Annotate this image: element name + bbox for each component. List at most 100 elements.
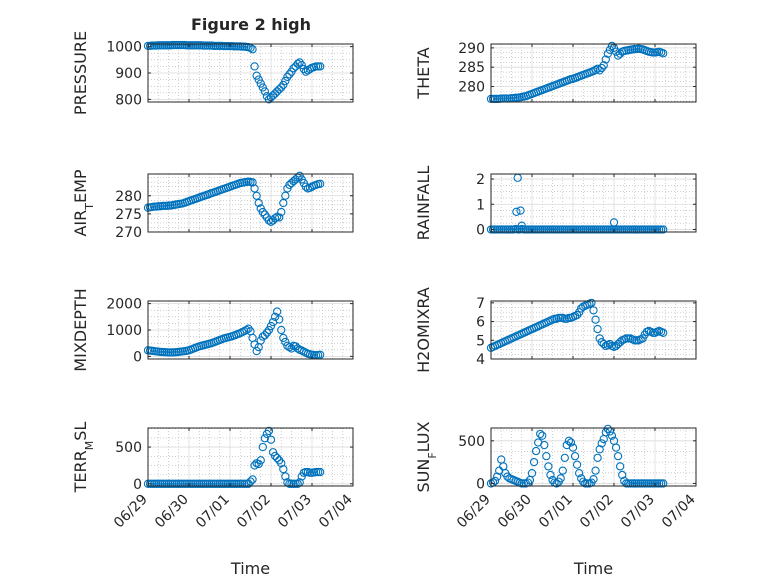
data-point [558, 466, 567, 475]
data-point [275, 213, 284, 222]
y-tick-label: 1000 [106, 323, 142, 339]
y-tick-label: 1000 [106, 40, 142, 56]
data-point [609, 218, 619, 227]
data-point [258, 83, 267, 92]
data-point [316, 467, 325, 477]
plot-area [148, 428, 353, 486]
data-point [591, 315, 600, 324]
data-point [279, 464, 288, 474]
data-point [293, 479, 302, 488]
data-point [529, 457, 539, 467]
data-point [285, 70, 294, 79]
axes-mixdepth: 0 1000 2000 MIXDEPTH [71, 288, 354, 372]
data-point [527, 469, 537, 478]
data-point [256, 336, 265, 345]
y-axis-label: MIXDEPTH [71, 288, 90, 371]
y-axis-label: SUNFLUX [414, 421, 439, 492]
figure-title: Figure 2 high [191, 15, 311, 34]
data-point [293, 59, 302, 68]
data-point [577, 304, 586, 313]
y-tick-label: 275 [115, 207, 142, 223]
data-point [244, 324, 253, 333]
data-point [254, 75, 263, 84]
data-point [599, 339, 608, 349]
series-markers [486, 173, 668, 234]
data-point [611, 443, 621, 452]
y-tick-label: 800 [115, 92, 142, 108]
data-point [611, 47, 621, 56]
data-point [281, 76, 290, 86]
data-point [589, 475, 598, 484]
axes-box [147, 173, 354, 233]
y-tick-label: 5 [476, 333, 485, 349]
y-axis-label: THETA [414, 47, 433, 99]
data-point [277, 459, 286, 468]
data-point [616, 462, 625, 471]
data-point [595, 445, 604, 454]
y-tick-label: 500 [115, 440, 142, 456]
data-point [281, 472, 290, 481]
data-point [244, 479, 253, 488]
data-point [595, 66, 604, 75]
data-point [285, 342, 294, 352]
data-point [605, 45, 615, 54]
data-point [254, 198, 263, 208]
data-point [603, 49, 612, 58]
data-point [599, 61, 608, 70]
y-tick-label: 7 [476, 296, 485, 312]
data-point [275, 315, 284, 324]
y-tick-label: 270 [115, 225, 142, 241]
data-point [272, 453, 282, 463]
data-point [536, 429, 545, 439]
data-point [613, 451, 623, 461]
data-point [492, 472, 502, 481]
x-axis-label: Time [230, 559, 270, 578]
data-point [279, 333, 288, 343]
data-point [540, 440, 549, 450]
data-point [270, 451, 280, 461]
data-point [277, 83, 286, 92]
data-point [279, 80, 288, 90]
data-point [566, 438, 576, 447]
axes-box [147, 427, 354, 487]
data-point [607, 41, 617, 51]
y-tick-label: 2000 [106, 297, 142, 313]
data-point [591, 466, 600, 475]
data-point [266, 321, 276, 331]
data-point [260, 87, 269, 96]
x-axis-label: Time [573, 559, 613, 578]
series-markers [143, 40, 325, 104]
y-tick-label: 900 [115, 66, 142, 82]
data-point [531, 446, 541, 456]
data-point [503, 472, 512, 481]
data-point [281, 337, 290, 347]
data-point [605, 339, 615, 349]
y-tick-label: 0 [133, 349, 142, 365]
data-point [295, 58, 304, 67]
data-point [597, 439, 606, 448]
data-point [252, 191, 261, 200]
series-markers [143, 307, 325, 360]
data-point [589, 306, 598, 315]
y-axis-label: PRESSURE [71, 31, 90, 115]
data-point [316, 62, 325, 71]
data-point [256, 456, 265, 465]
data-point [542, 451, 551, 461]
axes-theta: 280 285 290 THETA [414, 41, 697, 104]
data-point [593, 453, 602, 463]
data-point [301, 67, 310, 76]
data-point [568, 443, 578, 452]
y-tick-label: 500 [458, 434, 485, 450]
data-point [591, 65, 600, 75]
data-point [570, 451, 580, 461]
data-point [575, 469, 584, 478]
y-tick-label: 290 [458, 41, 485, 57]
data-point [277, 207, 286, 217]
data-point [270, 312, 280, 321]
y-tick-label: 285 [458, 60, 485, 76]
data-point [250, 62, 259, 71]
data-point [242, 325, 251, 335]
data-point [516, 206, 525, 215]
y-tick-label: 4 [476, 352, 485, 368]
data-point [603, 424, 612, 434]
